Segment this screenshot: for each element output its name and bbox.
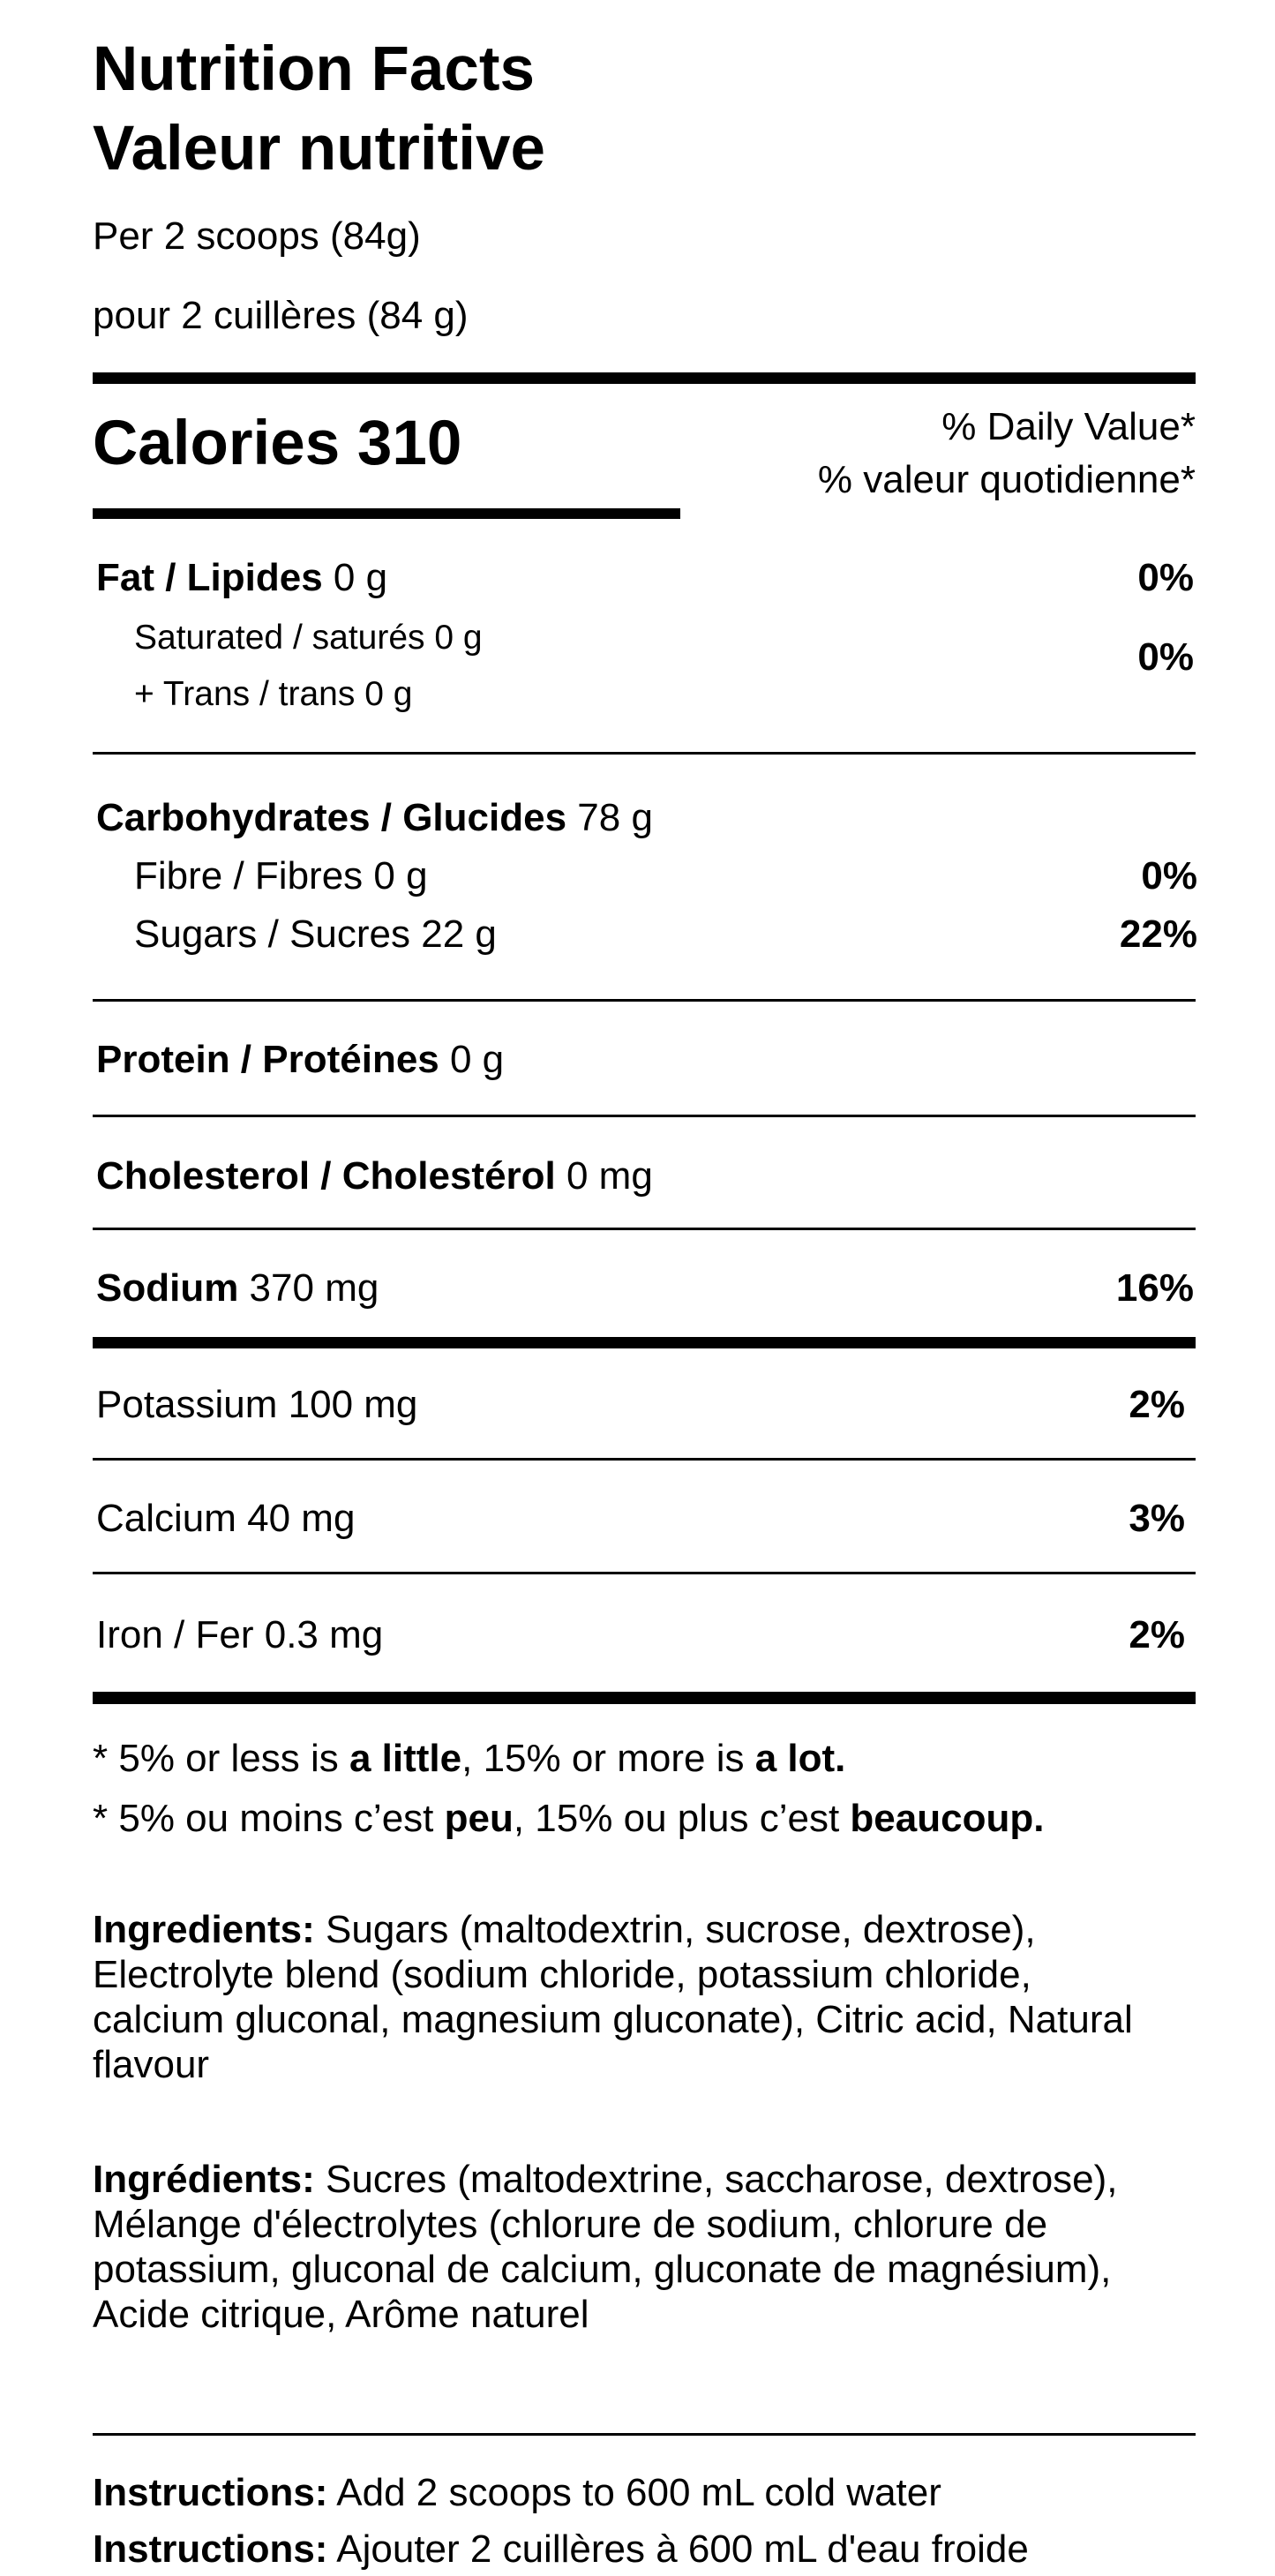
serving-size-fr: pour 2 cuillères (84 g) (93, 294, 469, 337)
trans-row: + Trans / trans 0 g (134, 675, 413, 713)
daily-value-header-fr: % valeur quotidienne* (817, 458, 1196, 501)
carbohydrates-row: Carbohydrates / Glucides 78 g (96, 792, 653, 845)
footnote-fr-c: , 15% ou plus c’est (513, 1797, 851, 1840)
sodium-amount: 370 mg (238, 1266, 379, 1310)
ingredients-fr-label: Ingrédients: (93, 2158, 315, 2201)
divider (93, 752, 1196, 755)
instructions-en-text: Add 2 scoops to 600 mL cold water (327, 2471, 941, 2514)
fat-dv: 0% (1137, 556, 1194, 599)
ingredients-en: Ingredients: Sugars (maltodextrin, sucro… (93, 1907, 1169, 2087)
calories: Calories 310 (93, 409, 462, 478)
title-fr: Valeur nutritive (93, 114, 545, 184)
divider-thick (93, 1337, 1196, 1348)
footnote-fr-d: beaucoup. (850, 1797, 1045, 1840)
divider (93, 1458, 1196, 1461)
divider-thick (93, 1692, 1196, 1704)
sugars-row: Sugars / Sucres 22 g (134, 912, 497, 956)
protein-amount: 0 g (439, 1038, 505, 1081)
footnote-en-d: a lot. (754, 1737, 846, 1780)
ingredients-fr: Ingrédients: Sucres (maltodextrine, sacc… (93, 2157, 1196, 2337)
divider (93, 2433, 1196, 2436)
serving-size-en: Per 2 scoops (84g) (93, 214, 421, 258)
calcium-row: Calcium 40 mg (96, 1497, 356, 1540)
instructions-fr: Instructions: Ajouter 2 cuillères à 600 … (93, 2523, 1029, 2576)
footnote-en-c: , 15% or more is (461, 1737, 755, 1780)
footnote-en-b: a little (349, 1737, 462, 1780)
fibre-dv: 0% (1141, 854, 1197, 897)
saturated-trans-dv: 0% (1137, 635, 1194, 679)
divider-thick (93, 372, 1196, 384)
divider (93, 1115, 1196, 1117)
sodium-row: Sodium 370 mg (96, 1262, 379, 1315)
saturated-row: Saturated / saturés 0 g (134, 619, 483, 657)
fat-amount: 0 g (322, 556, 388, 599)
carbs-name: Carbohydrates / Glucides (96, 796, 567, 839)
fibre-row: Fibre / Fibres 0 g (134, 854, 428, 897)
calories-divider (93, 508, 680, 519)
carbs-amount: 78 g (566, 796, 653, 839)
protein-row: Protein / Protéines 0 g (96, 1033, 504, 1086)
protein-name: Protein / Protéines (96, 1038, 439, 1081)
ingredients-en-label: Ingredients: (93, 1908, 315, 1951)
sugars-dv: 22% (1119, 912, 1197, 956)
ingredients-fr-text: Sucres (maltodextrine, saccharose, dextr… (93, 2158, 1118, 2336)
title-en: Nutrition Facts (93, 34, 535, 104)
footnote-fr-b: peu (444, 1797, 514, 1840)
fat-name: Fat / Lipides (96, 556, 323, 599)
sodium-name: Sodium (96, 1266, 239, 1310)
cholesterol-amount: 0 mg (555, 1154, 653, 1198)
potassium-dv: 2% (1129, 1383, 1185, 1426)
instructions-fr-label: Instructions: (93, 2527, 328, 2571)
footnote-fr-a: * 5% ou moins c’est (93, 1797, 445, 1840)
instructions-en-label: Instructions: (93, 2471, 328, 2514)
iron-dv: 2% (1129, 1613, 1185, 1656)
instructions-en: Instructions: Add 2 scoops to 600 mL col… (93, 2467, 941, 2520)
ingredients-en-text: Sugars (maltodextrin, sucrose, dextrose)… (93, 1908, 1133, 2086)
cholesterol-name: Cholesterol / Cholestérol (96, 1154, 556, 1198)
footnote-fr: * 5% ou moins c’est peu, 15% ou plus c’e… (93, 1792, 1044, 1845)
footnote-en: * 5% or less is a little, 15% or more is… (93, 1732, 845, 1785)
iron-row: Iron / Fer 0.3 mg (96, 1613, 384, 1656)
calcium-dv: 3% (1129, 1497, 1185, 1540)
instructions-fr-text: Ajouter 2 cuillères à 600 mL d'eau froid… (327, 2527, 1029, 2571)
divider (93, 1572, 1196, 1574)
potassium-row: Potassium 100 mg (96, 1383, 418, 1426)
divider (93, 1228, 1196, 1230)
footnote-en-a: * 5% or less is (93, 1737, 349, 1780)
daily-value-header-en: % Daily Value* (941, 405, 1196, 448)
cholesterol-row: Cholesterol / Cholestérol 0 mg (96, 1150, 653, 1203)
sodium-dv: 16% (1115, 1266, 1194, 1310)
fat-row: Fat / Lipides 0 g (96, 552, 387, 605)
divider (93, 999, 1196, 1002)
